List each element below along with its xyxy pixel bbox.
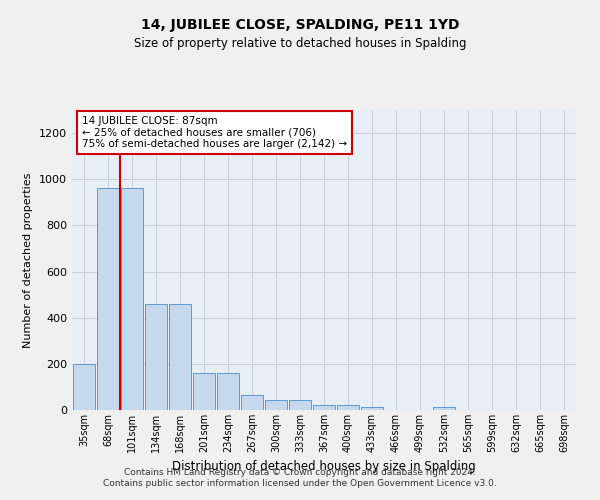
Bar bbox=[433, 406, 455, 410]
Bar bbox=[193, 373, 215, 410]
Bar bbox=[97, 188, 119, 410]
Bar bbox=[289, 400, 311, 410]
Bar bbox=[313, 406, 335, 410]
Text: Contains HM Land Registry data © Crown copyright and database right 2024.
Contai: Contains HM Land Registry data © Crown c… bbox=[103, 468, 497, 487]
Bar bbox=[241, 395, 263, 410]
X-axis label: Distribution of detached houses by size in Spalding: Distribution of detached houses by size … bbox=[172, 460, 476, 473]
Bar bbox=[265, 400, 287, 410]
Bar bbox=[121, 188, 143, 410]
Text: Size of property relative to detached houses in Spalding: Size of property relative to detached ho… bbox=[134, 38, 466, 51]
Bar bbox=[73, 364, 95, 410]
Bar bbox=[169, 304, 191, 410]
Bar bbox=[337, 406, 359, 410]
Bar bbox=[217, 373, 239, 410]
Text: 14 JUBILEE CLOSE: 87sqm
← 25% of detached houses are smaller (706)
75% of semi-d: 14 JUBILEE CLOSE: 87sqm ← 25% of detache… bbox=[82, 116, 347, 149]
Bar bbox=[361, 406, 383, 410]
Y-axis label: Number of detached properties: Number of detached properties bbox=[23, 172, 34, 348]
Text: 14, JUBILEE CLOSE, SPALDING, PE11 1YD: 14, JUBILEE CLOSE, SPALDING, PE11 1YD bbox=[141, 18, 459, 32]
Bar bbox=[145, 304, 167, 410]
